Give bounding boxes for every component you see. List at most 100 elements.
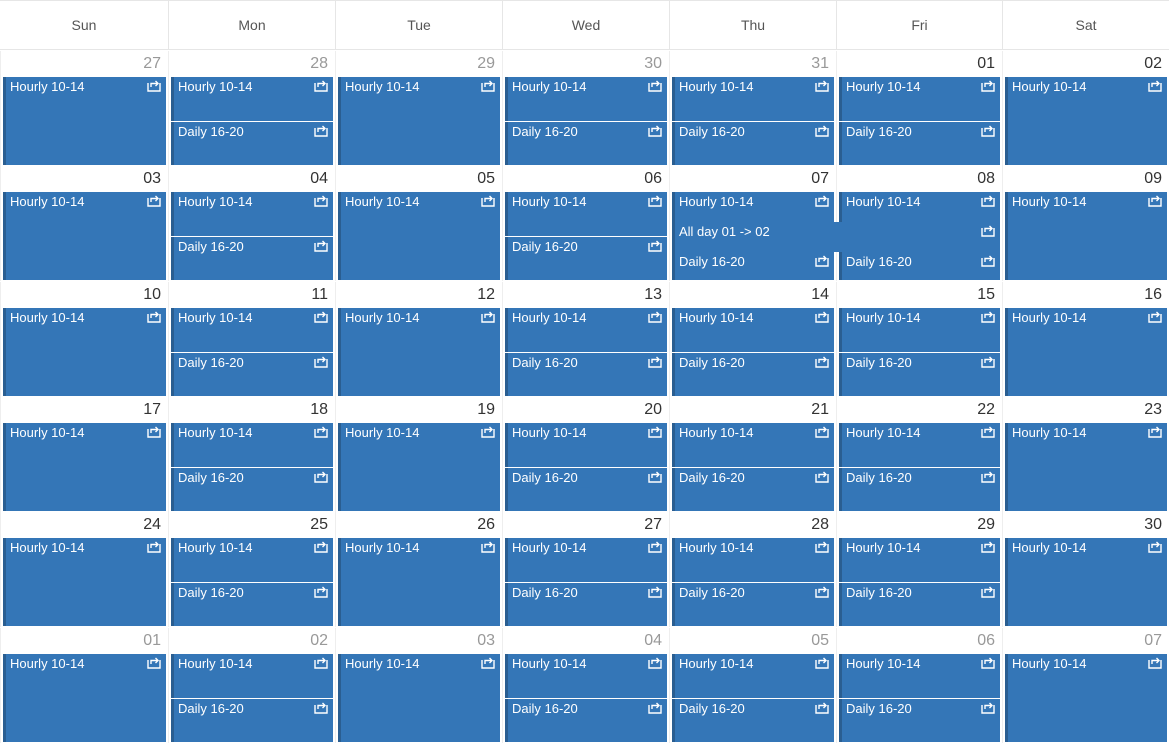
recurring-event-icon[interactable]	[981, 425, 995, 438]
day-cell[interactable]: 05	[669, 628, 836, 743]
day-number[interactable]: 06	[977, 632, 995, 649]
hourly-event[interactable]: Hourly 10-14	[171, 654, 333, 698]
recurring-event-icon[interactable]	[815, 124, 829, 137]
recurring-event-icon[interactable]	[314, 425, 328, 438]
hourly-event[interactable]: Hourly 10-14	[672, 192, 834, 222]
day-number[interactable]: 30	[644, 55, 662, 72]
day-number[interactable]: 11	[311, 286, 328, 303]
recurring-event-icon[interactable]	[147, 425, 161, 438]
daily-event[interactable]: Daily 16-20	[839, 468, 1000, 511]
day-number[interactable]: 17	[143, 401, 161, 418]
day-cell[interactable]: 27	[0, 51, 168, 166]
daily-event[interactable]: Daily 16-20	[171, 122, 333, 165]
hourly-event[interactable]: Hourly 10-14	[1005, 192, 1167, 280]
daily-event[interactable]: Daily 16-20	[505, 699, 667, 742]
day-cell[interactable]: 03	[0, 166, 168, 281]
hourly-event[interactable]: Hourly 10-14	[505, 192, 667, 236]
hourly-event[interactable]: Hourly 10-14	[3, 654, 166, 742]
recurring-event-icon[interactable]	[648, 425, 662, 438]
recurring-event-icon[interactable]	[981, 310, 995, 323]
day-cell[interactable]: 06	[502, 166, 669, 281]
hourly-event[interactable]: Hourly 10-14	[505, 654, 667, 698]
day-cell[interactable]: 28	[168, 51, 335, 166]
hourly-event[interactable]: Hourly 10-14	[839, 538, 1000, 582]
day-number[interactable]: 28	[811, 516, 829, 533]
hourly-event[interactable]: Hourly 10-14	[839, 423, 1000, 467]
recurring-event-icon[interactable]	[815, 254, 829, 267]
day-number[interactable]: 18	[310, 401, 328, 418]
day-number[interactable]: 20	[644, 401, 662, 418]
day-number[interactable]: 13	[644, 286, 662, 303]
recurring-event-icon[interactable]	[981, 194, 995, 207]
day-cell[interactable]: 14	[669, 282, 836, 397]
hourly-event[interactable]: Hourly 10-14	[3, 192, 166, 280]
hourly-event[interactable]: Hourly 10-14	[338, 423, 500, 511]
day-cell[interactable]: 12	[335, 282, 502, 397]
day-number[interactable]: 29	[477, 55, 495, 72]
day-cell[interactable]: 01	[836, 51, 1002, 166]
day-cell[interactable]: 16	[1002, 282, 1169, 397]
hourly-event[interactable]: Hourly 10-14	[1005, 77, 1167, 165]
recurring-event-icon[interactable]	[648, 79, 662, 92]
day-cell[interactable]: 26	[335, 512, 502, 627]
day-cell[interactable]: 04	[502, 628, 669, 743]
daily-event[interactable]: Daily 16-20	[672, 583, 834, 626]
recurring-event-icon[interactable]	[1148, 194, 1162, 207]
day-cell[interactable]: 21	[669, 397, 836, 512]
day-cell[interactable]: 28	[669, 512, 836, 627]
day-number[interactable]: 24	[143, 516, 161, 533]
recurring-event-icon[interactable]	[147, 540, 161, 553]
recurring-event-icon[interactable]	[314, 124, 328, 137]
hourly-event[interactable]: Hourly 10-14	[338, 77, 500, 165]
day-number[interactable]: 19	[477, 401, 495, 418]
daily-event[interactable]: Daily 16-20	[839, 699, 1000, 742]
day-cell[interactable]: 01	[0, 628, 168, 743]
day-number[interactable]: 14	[811, 286, 829, 303]
daily-event[interactable]: Daily 16-20	[505, 468, 667, 511]
recurring-event-icon[interactable]	[815, 585, 829, 598]
hourly-event[interactable]: Hourly 10-14	[3, 308, 166, 396]
recurring-event-icon[interactable]	[481, 656, 495, 669]
hourly-event[interactable]: Hourly 10-14	[171, 538, 333, 582]
recurring-event-icon[interactable]	[1148, 425, 1162, 438]
hourly-event[interactable]: Hourly 10-14	[839, 77, 1000, 121]
hourly-event[interactable]: Hourly 10-14	[839, 308, 1000, 352]
recurring-event-icon[interactable]	[1148, 79, 1162, 92]
day-cell[interactable]: 11	[168, 282, 335, 397]
daily-event[interactable]: Daily 16-20	[839, 583, 1000, 626]
hourly-event[interactable]: Hourly 10-14	[1005, 423, 1167, 511]
hourly-event[interactable]: Hourly 10-14	[3, 77, 166, 165]
day-cell[interactable]: 06	[836, 628, 1002, 743]
recurring-event-icon[interactable]	[481, 425, 495, 438]
recurring-event-icon[interactable]	[981, 224, 995, 237]
hourly-event[interactable]: Hourly 10-14	[672, 308, 834, 352]
day-cell[interactable]: 02	[168, 628, 335, 743]
hourly-event[interactable]: Hourly 10-14	[505, 77, 667, 121]
hourly-event[interactable]: Hourly 10-14	[171, 308, 333, 352]
day-cell[interactable]: 18	[168, 397, 335, 512]
day-cell[interactable]: 05	[335, 166, 502, 281]
day-number[interactable]: 09	[1144, 170, 1162, 187]
recurring-event-icon[interactable]	[981, 254, 995, 267]
day-cell[interactable]: 17	[0, 397, 168, 512]
day-cell[interactable]: 19	[335, 397, 502, 512]
recurring-event-icon[interactable]	[815, 194, 829, 207]
daily-event[interactable]: Daily 16-20	[171, 237, 333, 280]
recurring-event-icon[interactable]	[481, 194, 495, 207]
all-day-event[interactable]: All day 01 -> 02	[672, 222, 1000, 252]
day-cell[interactable]: 10	[0, 282, 168, 397]
recurring-event-icon[interactable]	[481, 79, 495, 92]
recurring-event-icon[interactable]	[648, 540, 662, 553]
recurring-event-icon[interactable]	[147, 79, 161, 92]
day-number[interactable]: 22	[977, 401, 995, 418]
day-number[interactable]: 05	[477, 170, 495, 187]
recurring-event-icon[interactable]	[314, 310, 328, 323]
day-number[interactable]: 07	[1144, 632, 1162, 649]
day-number[interactable]: 21	[811, 401, 829, 418]
hourly-event[interactable]: Hourly 10-14	[338, 192, 500, 280]
day-number[interactable]: 26	[477, 516, 495, 533]
recurring-event-icon[interactable]	[314, 540, 328, 553]
daily-event[interactable]: Daily 16-20	[672, 353, 834, 396]
hourly-event[interactable]: Hourly 10-14	[505, 538, 667, 582]
hourly-event[interactable]: Hourly 10-14	[3, 538, 166, 626]
